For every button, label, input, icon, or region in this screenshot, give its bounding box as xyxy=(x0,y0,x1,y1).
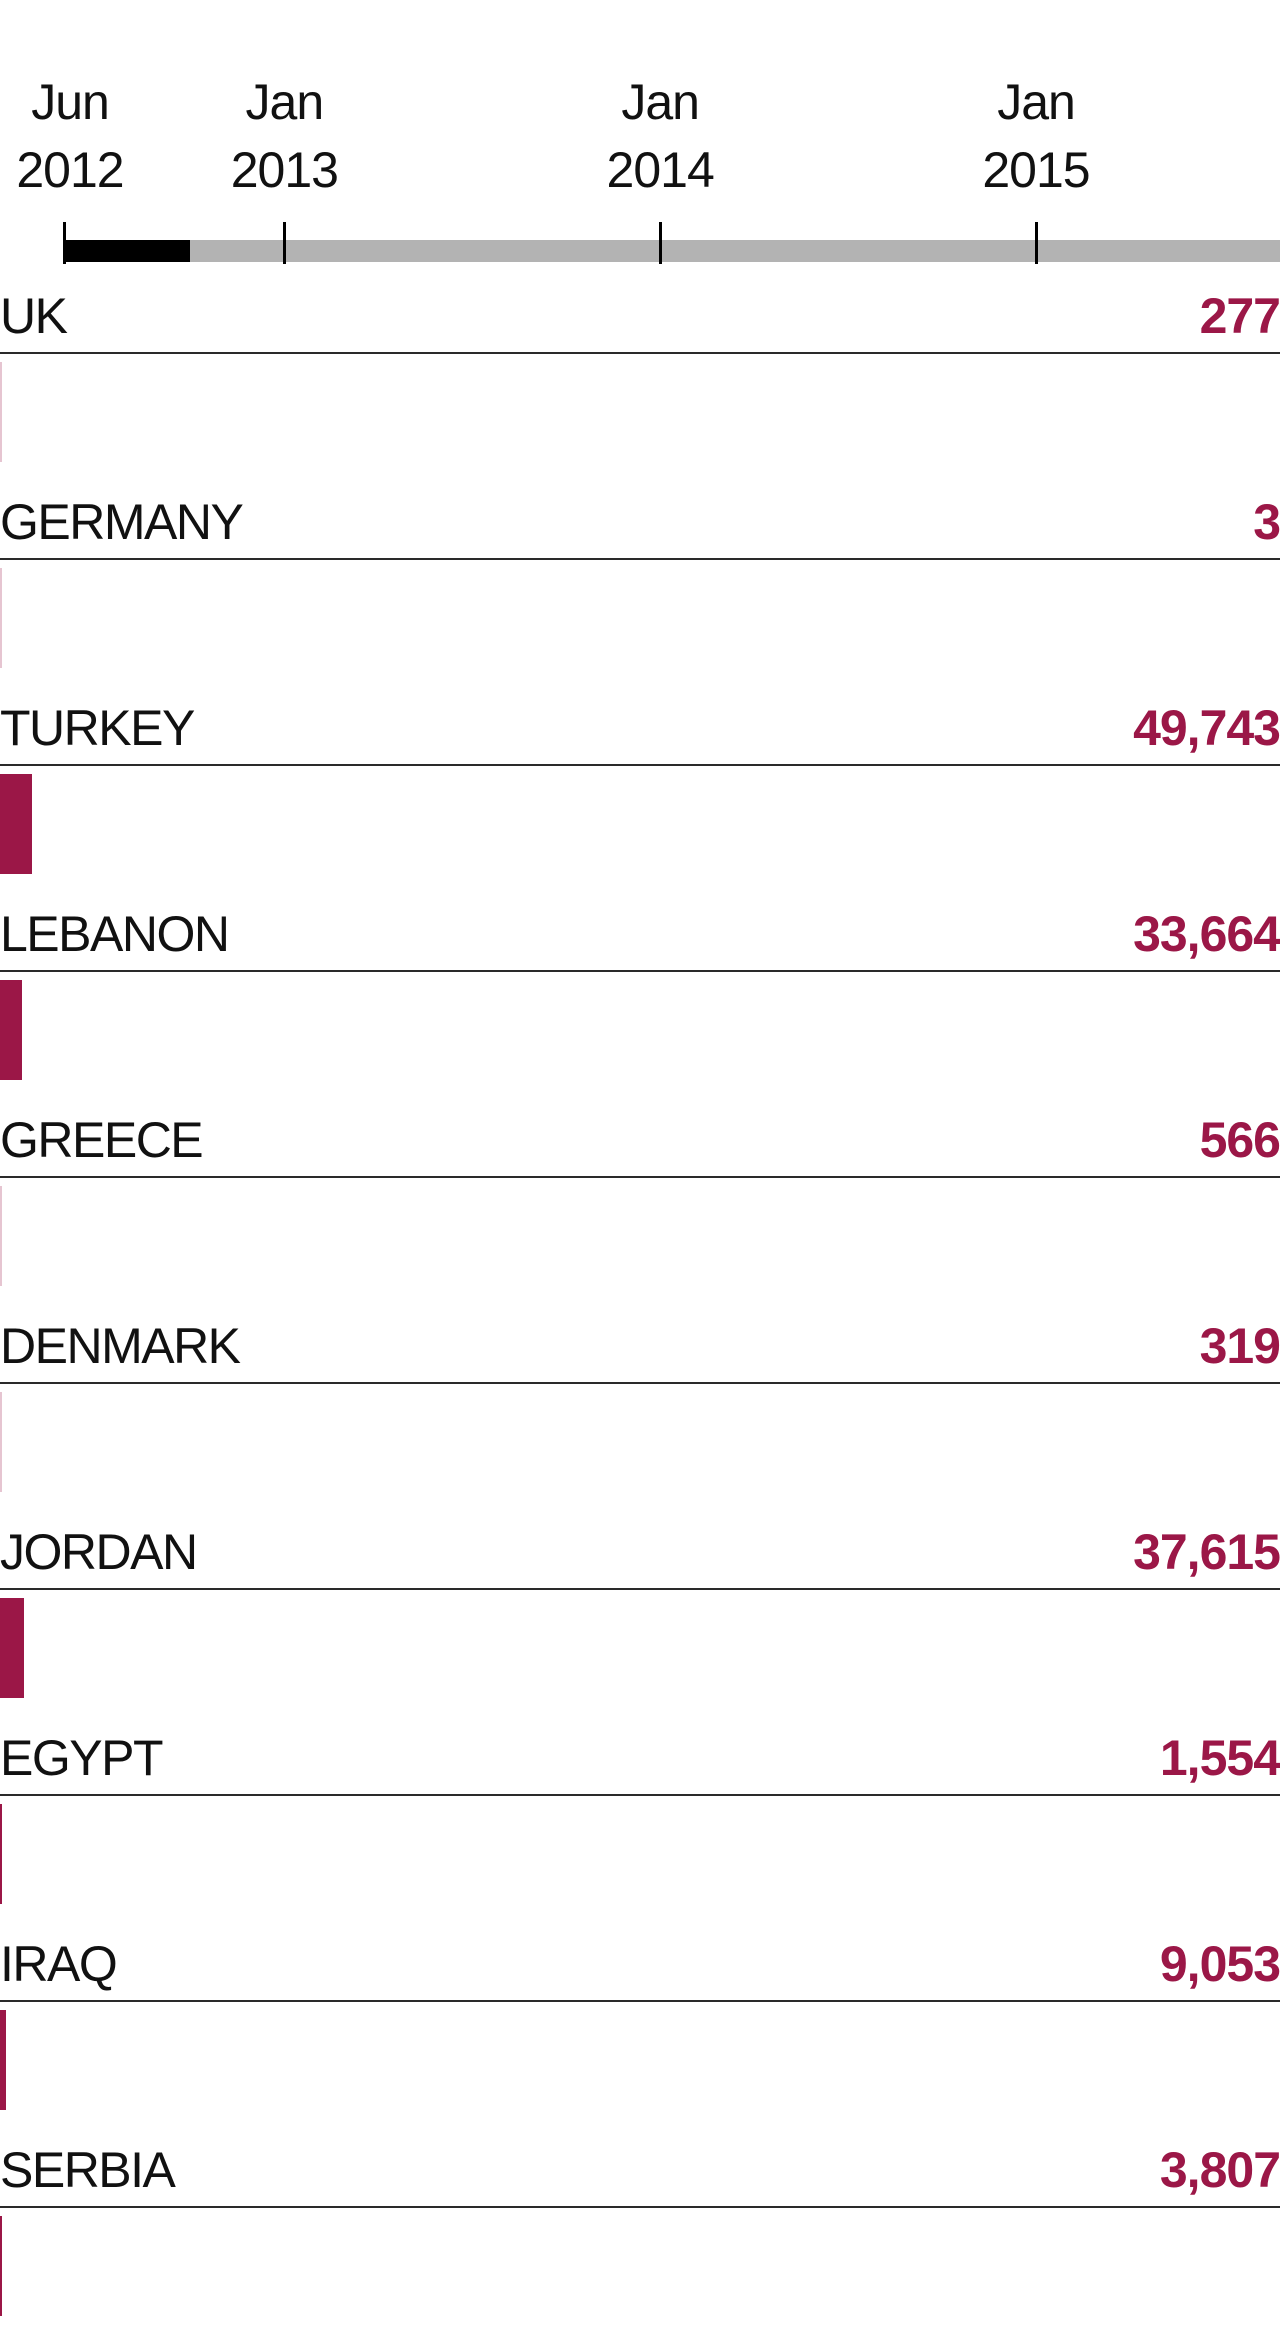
tick-month: Jan xyxy=(245,74,325,130)
value-bar xyxy=(0,2010,6,2110)
country-row: GREECE 566 xyxy=(0,1104,1280,1310)
value-label: 566 xyxy=(1199,1112,1280,1168)
row-divider xyxy=(0,1794,1280,1796)
value-label: 319 xyxy=(1199,1318,1280,1374)
value-bar xyxy=(0,980,22,1080)
row-divider xyxy=(0,352,1280,354)
tick-year: 2013 xyxy=(230,142,339,198)
country-label: SERBIA xyxy=(0,2142,176,2198)
row-divider xyxy=(0,970,1280,972)
country-label: JORDAN xyxy=(0,1524,198,1580)
value-bar xyxy=(0,2216,3,2316)
timeline-tick-mark xyxy=(63,222,66,264)
country-row: GERMANY 3 xyxy=(0,486,1280,692)
country-label: GERMANY xyxy=(0,494,244,550)
timeline-tick-mark xyxy=(1035,222,1038,264)
country-label: GREECE xyxy=(0,1112,204,1168)
country-row: DENMARK 319 xyxy=(0,1310,1280,1516)
value-label: 33,664 xyxy=(1133,906,1280,962)
country-bar-list: UK 277 GERMANY 3 TURKEY 49,743 LEBANON 33,664 GR… xyxy=(0,280,1280,2340)
timeline-tick-mark xyxy=(659,222,663,264)
row-divider xyxy=(0,558,1280,560)
tick-year: 2015 xyxy=(982,142,1090,198)
country-label: LEBANON xyxy=(0,906,230,962)
timeline-track[interactable] xyxy=(64,240,1280,262)
timeline-tick-label: Jan 2015 xyxy=(956,68,1116,204)
row-divider xyxy=(0,1176,1280,1178)
timeline-slider[interactable]: Jun 2012 Jan 2013 Jan 2014 Jan 2015 xyxy=(0,0,1280,280)
country-row: JORDAN 37,615 xyxy=(0,1516,1280,1722)
tick-month: Jan xyxy=(997,74,1076,130)
row-divider xyxy=(0,2206,1280,2208)
value-bar xyxy=(0,568,2,668)
value-bar xyxy=(0,1392,2,1492)
value-bar xyxy=(0,1804,2,1904)
country-row: SERBIA 3,807 xyxy=(0,2134,1280,2340)
value-label: 9,053 xyxy=(1159,1936,1280,1992)
country-row: UK 277 xyxy=(0,280,1280,486)
value-label: 3 xyxy=(1253,494,1280,550)
value-label: 49,743 xyxy=(1133,700,1280,756)
row-divider xyxy=(0,764,1280,766)
value-bar xyxy=(0,1598,25,1698)
country-row: TURKEY 49,743 xyxy=(0,692,1280,898)
country-row: LEBANON 33,664 xyxy=(0,898,1280,1104)
value-label: 1,554 xyxy=(1159,1730,1280,1786)
timeline-progress xyxy=(64,240,190,262)
value-bar xyxy=(0,1186,2,1286)
timeline-tick-label: Jun 2012 xyxy=(0,68,150,204)
timeline-tick-label: Jan 2014 xyxy=(580,68,740,204)
tick-year: 2014 xyxy=(606,142,715,198)
tick-month: Jun xyxy=(31,74,110,130)
country-label: EGYPT xyxy=(0,1730,163,1786)
value-label: 277 xyxy=(1199,288,1280,344)
row-divider xyxy=(0,2000,1280,2002)
country-label: DENMARK xyxy=(0,1318,241,1374)
timeline-tick-label: Jan 2013 xyxy=(204,68,364,204)
country-label: TURKEY xyxy=(0,700,195,756)
value-bar xyxy=(0,362,2,462)
value-label: 3,807 xyxy=(1159,2142,1280,2198)
tick-month: Jan xyxy=(621,74,700,130)
row-divider xyxy=(0,1382,1280,1384)
row-divider xyxy=(0,1588,1280,1590)
country-label: IRAQ xyxy=(0,1936,118,1992)
timeline-tick-mark xyxy=(283,222,287,264)
country-label: UK xyxy=(0,288,68,344)
value-label: 37,615 xyxy=(1133,1524,1280,1580)
country-row: EGYPT 1,554 xyxy=(0,1722,1280,1928)
country-row: IRAQ 9,053 xyxy=(0,1928,1280,2134)
tick-year: 2012 xyxy=(16,142,124,198)
value-bar xyxy=(0,774,32,874)
